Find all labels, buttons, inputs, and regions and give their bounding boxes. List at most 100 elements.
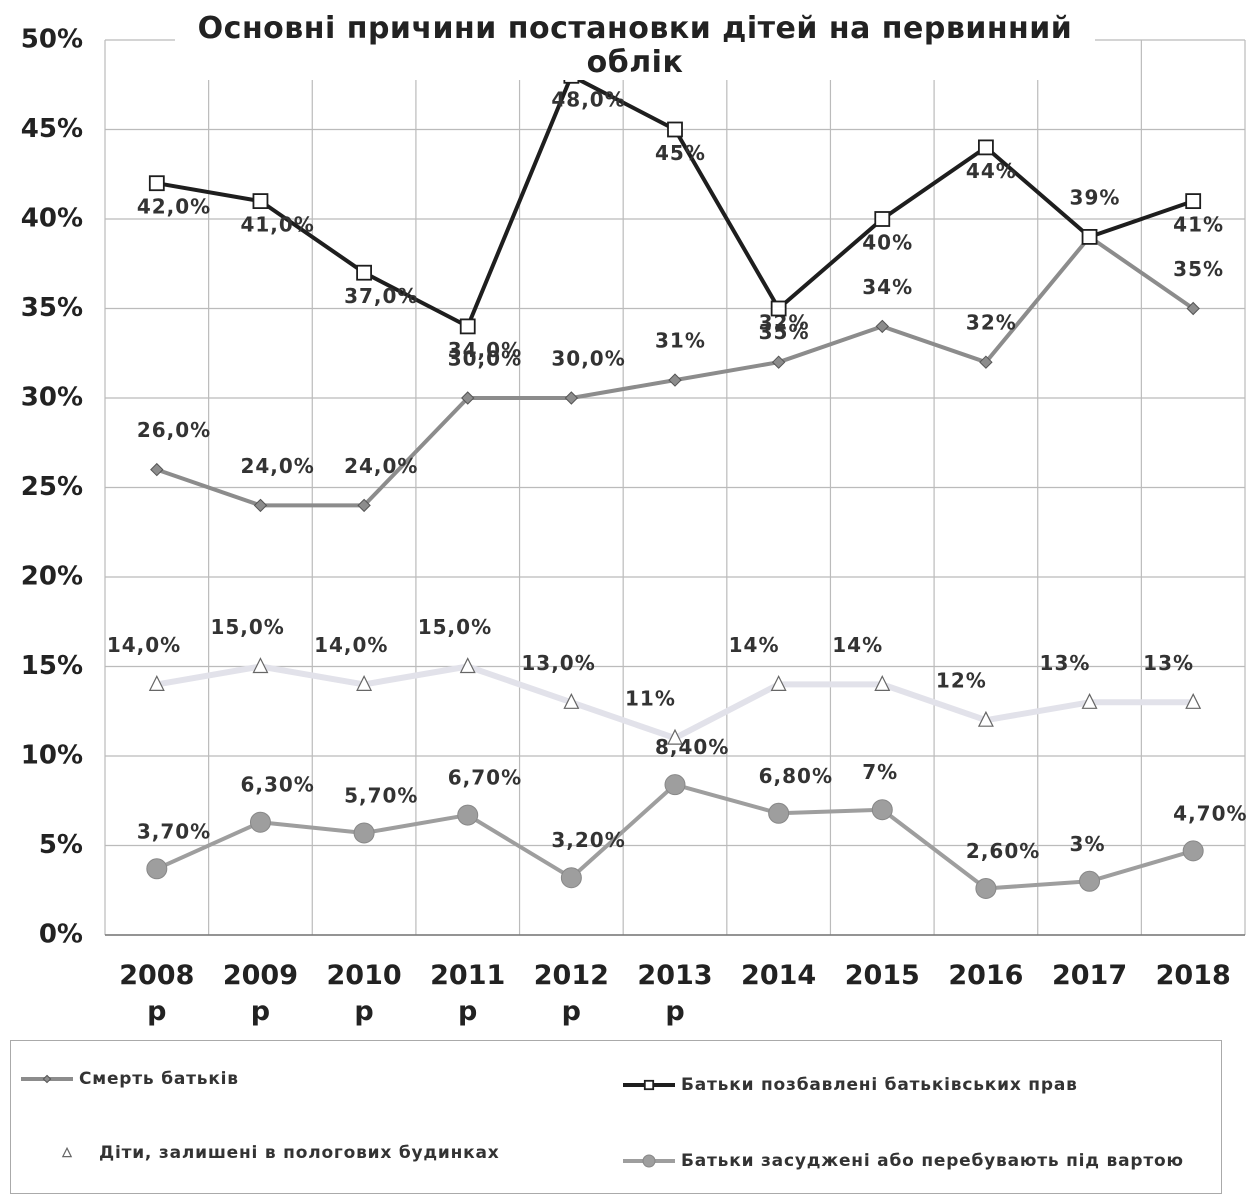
legend-icon — [61, 1146, 73, 1158]
marker — [459, 657, 476, 674]
y-tick-label: 30% — [21, 383, 83, 413]
marker — [353, 822, 375, 844]
marker — [874, 675, 891, 691]
data-label: 4,70% — [1173, 801, 1247, 825]
data-label: 45% — [655, 141, 706, 165]
marker — [1185, 193, 1202, 210]
marker — [564, 391, 579, 405]
marker — [975, 877, 997, 899]
y-tick-label: 50% — [21, 25, 83, 55]
marker — [1185, 692, 1202, 709]
data-label: 14% — [729, 633, 780, 657]
marker — [770, 675, 787, 691]
marker — [667, 728, 683, 745]
marker — [146, 858, 168, 880]
y-tick-label: 20% — [21, 562, 83, 592]
legend-label: Батьки позбавлені батьківських прав — [681, 1075, 1078, 1095]
legend-entry: Смерть батьків — [19, 1069, 239, 1089]
x-tick-label: 2014 — [741, 960, 817, 991]
data-label: 14,0% — [107, 633, 181, 657]
marker — [563, 692, 580, 709]
marker — [1186, 301, 1200, 316]
marker — [978, 139, 994, 156]
data-label: 37,0% — [344, 284, 418, 308]
marker — [457, 804, 479, 826]
data-label: 13% — [1143, 651, 1194, 675]
marker — [1079, 870, 1101, 892]
data-label: 39% — [1070, 185, 1121, 209]
marker — [461, 391, 475, 405]
data-label: 6,30% — [240, 773, 314, 797]
data-label: 2,60% — [966, 839, 1040, 863]
marker — [668, 373, 682, 387]
data-label: 42,0% — [137, 195, 211, 219]
data-label: 6,70% — [448, 766, 522, 790]
x-tick-label: 2013 р — [637, 960, 713, 1027]
x-tick-label: 2010 р — [326, 960, 402, 1027]
y-tick-label: 35% — [21, 293, 83, 323]
legend-icon — [623, 1079, 675, 1091]
marker — [979, 355, 993, 369]
data-label: 6,80% — [759, 764, 833, 788]
marker — [42, 1074, 52, 1084]
legend-label: Діти, залишені в пологових будинках — [99, 1143, 500, 1163]
data-label: 7% — [862, 760, 898, 784]
data-label: 40% — [862, 231, 913, 255]
legend-entry: Батьки засуджені або перебувають під вар… — [621, 1151, 1184, 1171]
data-label: 41% — [1173, 213, 1224, 237]
marker — [664, 774, 686, 796]
marker — [357, 498, 371, 513]
data-label: 14% — [832, 633, 883, 657]
marker — [148, 675, 165, 691]
y-tick-label: 0% — [39, 920, 83, 950]
y-tick-label: 5% — [39, 830, 83, 860]
y-tick-label: 45% — [21, 114, 83, 144]
marker — [249, 811, 271, 833]
x-tick-label: 2011 р — [430, 960, 506, 1027]
marker — [148, 175, 165, 192]
data-label: 34% — [862, 275, 913, 299]
data-label: 24,0% — [240, 454, 314, 478]
data-label: 30,0% — [551, 347, 625, 371]
marker — [61, 1146, 73, 1158]
marker — [871, 799, 893, 821]
data-label: 44% — [966, 159, 1017, 183]
marker — [643, 1079, 655, 1091]
x-tick-label: 2017 — [1051, 960, 1128, 991]
data-label: 35% — [759, 320, 810, 344]
data-label: 8,40% — [655, 735, 729, 759]
data-label: 12% — [936, 669, 987, 693]
marker — [252, 657, 269, 674]
marker — [771, 355, 786, 369]
data-label: 11% — [625, 687, 676, 711]
data-label: 14,0% — [314, 633, 388, 657]
data-label: 31% — [655, 329, 706, 353]
marker — [253, 498, 268, 513]
legend-entry: Батьки позбавлені батьківських прав — [621, 1075, 1078, 1095]
legend-icon — [21, 1074, 73, 1084]
marker — [642, 1154, 656, 1168]
data-label: 3,20% — [551, 828, 625, 852]
marker — [1182, 840, 1204, 862]
marker — [1081, 692, 1098, 709]
marker — [874, 211, 891, 227]
data-label: 32% — [966, 311, 1017, 335]
marker — [356, 264, 372, 281]
marker — [875, 319, 889, 334]
marker — [770, 300, 787, 317]
x-tick-label: 2018 — [1155, 960, 1231, 991]
data-label: 48,0% — [551, 87, 625, 111]
data-label: 15,0% — [210, 615, 284, 639]
data-label: 35% — [1173, 257, 1224, 281]
legend-label: Батьки засуджені або перебувають під вар… — [681, 1151, 1184, 1171]
data-label: 26,0% — [137, 418, 211, 442]
data-label: 24,0% — [344, 454, 418, 478]
chart-title: Основні причини постановки дітей на перв… — [175, 12, 1095, 80]
marker — [1081, 228, 1098, 245]
marker — [150, 462, 164, 477]
data-label: 13% — [1040, 651, 1091, 675]
x-tick-label: 2015 — [844, 960, 920, 991]
marker — [560, 867, 582, 889]
marker — [252, 193, 269, 210]
